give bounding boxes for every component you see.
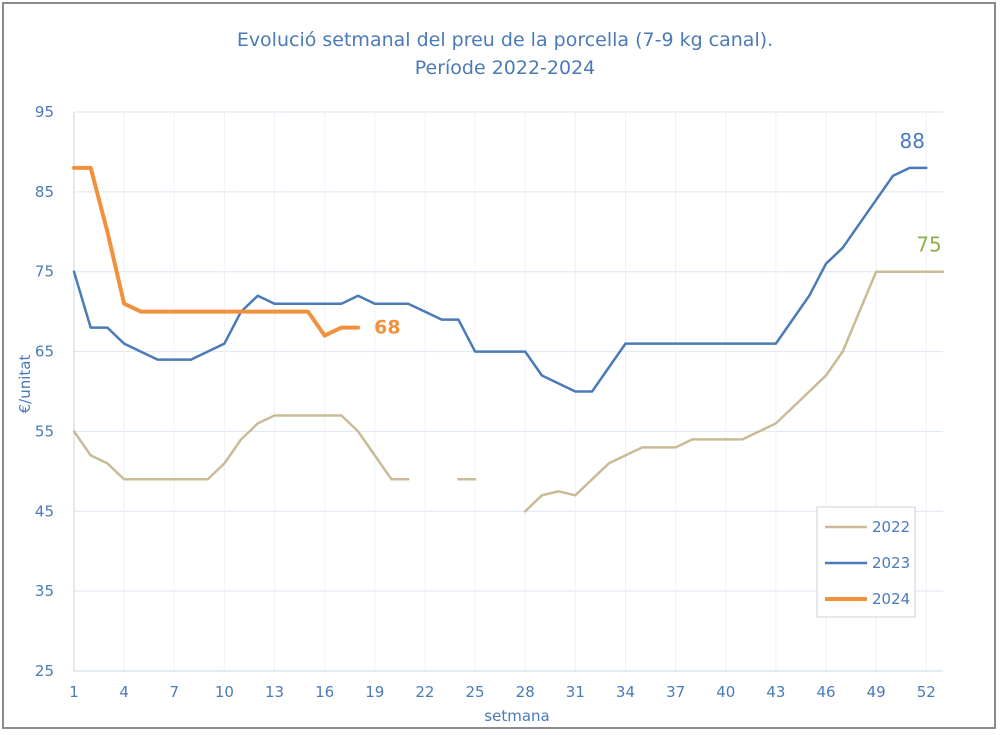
- axes: [73, 112, 943, 672]
- x-tick-label: 4: [119, 683, 129, 701]
- x-tick-label: 13: [265, 683, 284, 701]
- x-tick-label: 19: [365, 683, 384, 701]
- x-tick-label: 49: [867, 683, 886, 701]
- x-tick-label: 34: [616, 683, 635, 701]
- x-tick-label: 25: [466, 683, 485, 701]
- x-tick-label: 43: [766, 683, 785, 701]
- x-tick-label: 37: [666, 683, 685, 701]
- x-tick-label: 46: [816, 683, 835, 701]
- y-tick-labels: 25 35 45 55 65 75 85 95: [35, 103, 54, 680]
- legend-label-2022: 2022: [872, 518, 910, 536]
- y-tick-label: 55: [35, 422, 54, 440]
- legend: 2022 2023 2024: [816, 506, 916, 618]
- x-tick-labels: 1 4 7 10 13 16 19 22 25 28 31 34 37 40 43 46 49 52: [69, 683, 936, 701]
- series-2024-line-segment-1: [72, 165, 361, 338]
- x-tick-label: 1: [69, 683, 79, 701]
- series-2022-line-segment-3: [523, 270, 945, 513]
- x-tick-label: 40: [716, 683, 735, 701]
- y-tick-label: 75: [35, 263, 54, 281]
- end-label-2023: 88: [900, 129, 925, 153]
- x-tick-label: 31: [566, 683, 585, 701]
- line-chart: Evolució setmanal del preu de la porcell…: [16, 29, 945, 725]
- y-tick-label: 45: [35, 502, 54, 520]
- y-tick-label: 95: [35, 103, 54, 121]
- series-lines: [72, 165, 945, 513]
- end-label-2022: 75: [916, 233, 941, 257]
- legend-label-2023: 2023: [872, 554, 910, 572]
- x-tick-label: 28: [516, 683, 535, 701]
- y-axis-label: €/unitat: [16, 355, 34, 414]
- y-tick-label: 25: [35, 662, 54, 680]
- x-tick-label: 52: [917, 683, 936, 701]
- x-axis-label: setmana: [484, 707, 549, 725]
- chart-title-line2: Període 2022-2024: [415, 57, 596, 79]
- end-label-2024: 68: [374, 317, 400, 339]
- legend-label-2024: 2024: [872, 590, 910, 608]
- y-tick-label: 85: [35, 183, 54, 201]
- x-tick-label: 16: [315, 683, 334, 701]
- y-tick-label: 35: [35, 582, 54, 600]
- chart-title-line1: Evolució setmanal del preu de la porcell…: [237, 29, 773, 51]
- x-tick-label: 7: [169, 683, 179, 701]
- y-tick-label: 65: [35, 343, 54, 361]
- series-2022-line-segment-1: [72, 414, 410, 481]
- x-tick-label: 22: [415, 683, 434, 701]
- grid-lines: [73, 111, 943, 672]
- end-labels: 75 88 68: [374, 129, 942, 339]
- x-tick-label: 10: [215, 683, 234, 701]
- series-2023-line-segment-1: [72, 166, 928, 393]
